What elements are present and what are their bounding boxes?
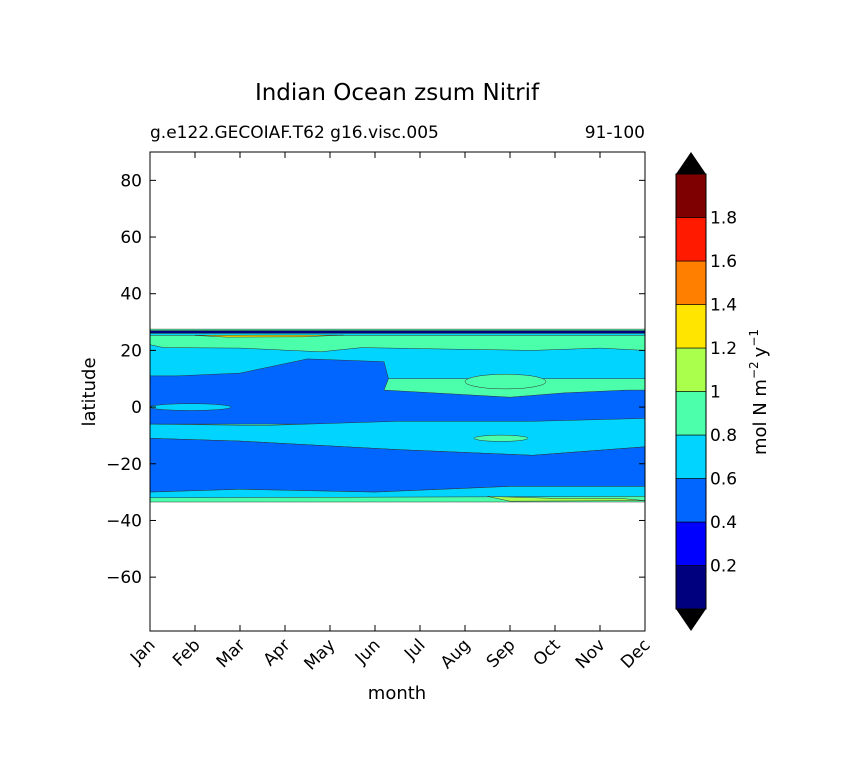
colorbar-segment	[675, 347, 707, 392]
field-top-peak	[194, 334, 344, 338]
colorbar-label-exp2: −1	[747, 329, 761, 347]
colorbar-segment	[675, 173, 707, 218]
colorbar-label-exp1: −2	[747, 361, 761, 379]
colorbar-label-main: mol N m	[750, 379, 771, 455]
x-axis-label: month	[368, 683, 426, 704]
y-tick-label: 40	[120, 285, 142, 305]
field-bottom-peak	[487, 496, 645, 502]
colorbar-tick-label: 0.2	[710, 557, 737, 577]
chart-title: Indian Ocean zsum Nitrif	[255, 80, 540, 106]
colorbar-segment	[675, 260, 707, 305]
colorbar-segment	[675, 304, 707, 349]
x-tick-label: Dec	[617, 635, 654, 672]
y-tick-label: −60	[106, 568, 142, 588]
colorbar-segment	[675, 521, 707, 566]
colorbar-tick-label: 0.4	[710, 513, 737, 533]
colorbar-tick-label: 1.6	[710, 252, 737, 272]
y-axis: 80 60 40 20 0 −20 −40 −60	[106, 171, 645, 588]
y-axis-label: latitude	[79, 357, 100, 426]
colorbar-tick-label: 1	[710, 383, 721, 403]
colorbar: 0.2 0.4 0.6 0.8 1 1.2 1.4 1.6 1.8	[675, 152, 737, 631]
colorbar-segment	[675, 391, 707, 436]
colorbar-tick-label: 1.2	[710, 339, 737, 359]
x-tick-label: Apr	[260, 635, 295, 670]
x-tick-label: May	[301, 635, 340, 674]
field-band-light-bottom	[150, 486, 645, 499]
y-tick-label: 20	[120, 341, 142, 361]
field-top-edge	[150, 330, 645, 334]
colorbar-frame	[675, 173, 707, 610]
x-tick-label: Nov	[572, 635, 610, 673]
x-tick-label: Sep	[483, 635, 520, 672]
x-tick-label: Oct	[530, 635, 565, 670]
plot-frame	[149, 151, 646, 632]
colorbar-label-unit2: y	[750, 346, 771, 357]
y-tick-label: 80	[120, 171, 142, 191]
x-tick-label: Mar	[213, 635, 250, 672]
y-tick-label: 60	[120, 228, 142, 248]
field-blob-feb	[150, 403, 232, 411]
colorbar-tick-label: 0.6	[710, 470, 737, 490]
colorbar-segment	[675, 217, 707, 262]
colorbar-segment	[675, 478, 707, 523]
x-tick-label: Feb	[169, 635, 204, 670]
field-band-dark-center	[150, 358, 645, 425]
y-tick-label: −20	[106, 455, 142, 475]
colorbar-tick-label: 1.4	[710, 296, 737, 316]
colorbar-extend-over	[676, 152, 706, 174]
chart-subtitle-right: 91-100	[585, 123, 645, 143]
x-tick-label: Jul	[400, 635, 429, 664]
field-blob-sep-north	[464, 373, 547, 390]
y-tick-label: −40	[106, 511, 142, 531]
field-blob-sep-south	[473, 434, 529, 442]
colorbar-segment	[675, 565, 707, 610]
x-tick-label: Jan	[126, 635, 159, 668]
colorbar-tick-label: 0.8	[710, 426, 737, 446]
colorbar-tick-label: 1.8	[710, 209, 737, 229]
x-tick-label: Aug	[437, 635, 475, 673]
colorbar-label: mol N m−2 y−1	[747, 329, 771, 455]
chart-subtitle-left: g.e122.GECOIAF.T62 g16.visc.005	[150, 123, 439, 143]
y-tick-label: 0	[131, 398, 142, 418]
colorbar-extend-under	[676, 609, 706, 631]
colorbar-segment	[675, 434, 707, 479]
contour-field	[150, 328, 645, 503]
x-tick-label: Jun	[351, 635, 385, 669]
